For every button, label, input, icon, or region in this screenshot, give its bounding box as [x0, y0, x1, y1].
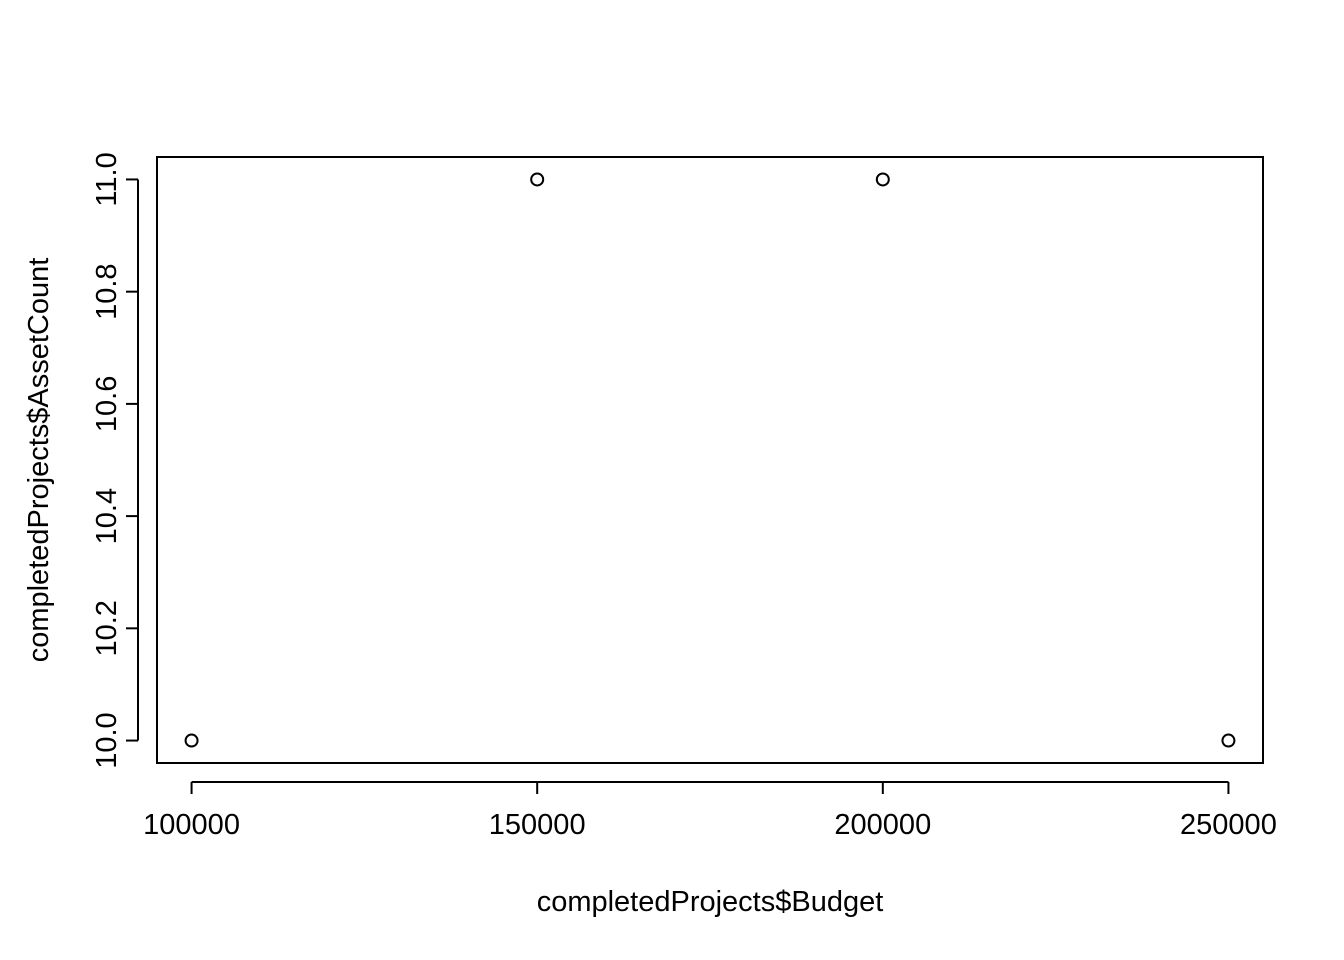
plot-frame: [156, 156, 1264, 764]
y-tick-label: 10.4: [91, 488, 123, 544]
y-tick-label: 10.2: [91, 600, 123, 656]
data-point: [1221, 733, 1236, 748]
x-tick-label: 250000: [1180, 809, 1277, 841]
data-points: [184, 172, 1236, 748]
data-point: [875, 172, 890, 187]
x-tick-label: 150000: [489, 809, 586, 841]
x-tick-label: 100000: [143, 809, 240, 841]
y-axis-label: completedProjects$AssetCount: [23, 258, 55, 663]
x-tick-label: 200000: [834, 809, 931, 841]
y-axis: 10.0 10.2 10.4 10.6 10.8 11.0: [91, 152, 139, 769]
y-tick-label: 11.0: [91, 152, 123, 206]
data-point: [184, 733, 199, 748]
y-tick-label: 10.0: [91, 712, 123, 768]
y-tick-label: 10.6: [91, 376, 123, 432]
x-axis-label: completedProjects$Budget: [537, 886, 884, 918]
data-point: [530, 172, 545, 187]
x-axis: 100000 150000 200000 250000: [143, 781, 1277, 841]
y-tick-label: 10.8: [91, 263, 123, 319]
